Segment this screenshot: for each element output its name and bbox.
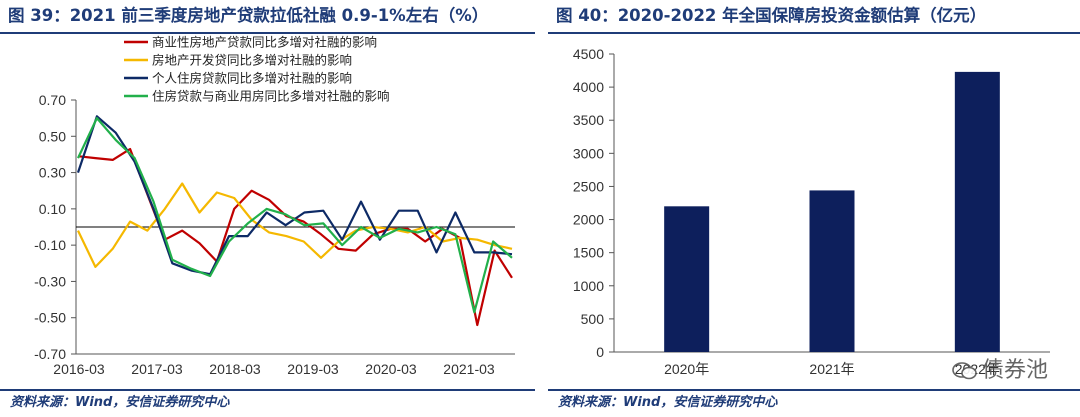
right-title-rule [548,32,1080,34]
right-y-tick-label: 2000 [573,212,604,228]
left-series-line-2 [77,182,513,268]
right-y-tick-label: 3500 [573,112,604,128]
right-y-tick-label: 4500 [573,46,604,62]
left-y-tick-label: -0.50 [34,310,66,326]
right-bar-2 [809,190,855,352]
left-legend-label-1: 商业性房地产贷款同比多增对社融的影响 [152,35,377,50]
left-y-tick-label: -0.10 [34,237,66,253]
left-chart-panel: 图 39：2021 前三季度房地产贷款拉低社融 0.9-1%左右（%） 0.70… [0,0,535,417]
left-legend-label-2: 房地产开发贷同比多增对社融的影响 [152,53,352,68]
chat-bubble-icon [952,362,977,380]
left-x-tick-label: 2016-03 [53,361,105,377]
left-title-rule [0,32,535,34]
left-series-line-3 [76,115,513,276]
right-bar-chart: 4500 4000 3500 3000 2500 2000 1500 1000 500 0 2020… [573,46,1050,377]
right-chart-title: 图 40：2020-2022 年全国保障房投资金额估算（亿元） [556,6,987,25]
right-y-tick-label: 0 [596,344,604,360]
watermark-text: 债券池 [981,358,1048,383]
right-y-tick-label: 4000 [573,79,604,95]
right-y-tick-label: 1000 [573,278,604,294]
left-y-tick-label: 0.30 [39,165,66,181]
left-x-tick-label: 2019-03 [287,361,339,377]
left-legend-label-3: 个人住房贷款同比多增对社融的影响 [152,71,352,86]
left-series-line-4 [77,116,513,314]
left-x-tick-label: 2020-03 [365,361,417,377]
left-y-tick-label: 0.10 [39,201,66,217]
left-y-tick-label: -0.30 [34,273,66,289]
watermark: 债券池 [952,352,1048,384]
left-y-tick-label: 0.70 [39,92,66,108]
right-x-tick-label: 2021年 [809,361,854,377]
right-y-tick-label: 1500 [573,245,604,261]
right-source-note: 资料来源：Wind，安信证券研究中心 [558,395,778,410]
left-y-tick-label: -0.70 [34,346,66,362]
right-bar-1 [664,206,710,352]
right-source-rule [548,389,1080,391]
left-y-tick-label: 0.50 [39,128,66,144]
left-x-tick-label: 2018-03 [209,361,261,377]
left-source-note: 资料来源：Wind，安信证券研究中心 [10,395,230,410]
right-y-tick-label: 2500 [573,178,604,194]
right-chart-panel: 图 40：2020-2022 年全国保障房投资金额估算（亿元） 4500 4000… [548,0,1080,417]
left-x-tick-label: 2021-03 [443,361,495,377]
right-x-tick-label: 2020年 [664,361,709,377]
left-x-tick-label: 2017-03 [131,361,183,377]
right-bar-3 [954,71,1000,352]
left-legend-label-4: 住房贷款与商业用房同比多增对社融的影响 [152,89,390,104]
left-source-rule [0,389,535,391]
left-chart-title: 图 39：2021 前三季度房地产贷款拉低社融 0.9-1%左右（%） [8,6,489,25]
right-y-tick-label: 500 [581,311,605,327]
right-y-tick-label: 3000 [573,145,604,161]
left-line-chart: 0.70 0.50 0.30 0.10 -0.10 -0.30 -0.50 -0.702016… [34,35,515,377]
